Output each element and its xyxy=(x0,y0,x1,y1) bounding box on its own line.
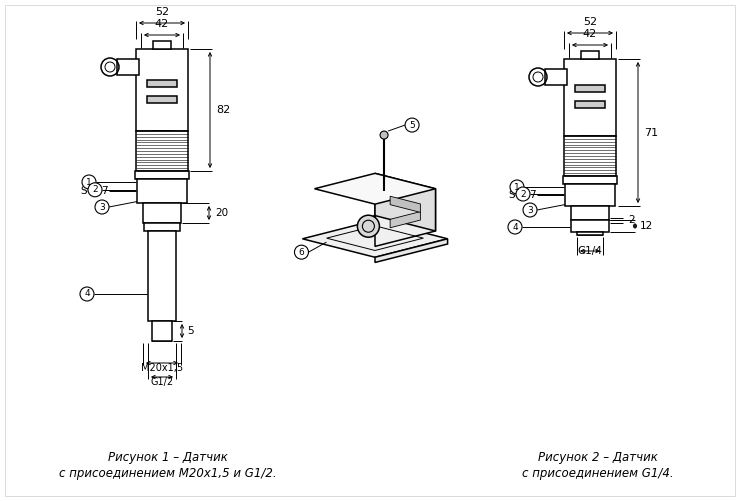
Text: 5: 5 xyxy=(187,326,194,336)
Bar xyxy=(565,184,615,206)
Circle shape xyxy=(510,180,524,194)
Polygon shape xyxy=(369,215,375,230)
Text: 12: 12 xyxy=(640,221,653,231)
Text: 42: 42 xyxy=(155,19,169,29)
Circle shape xyxy=(380,131,388,139)
Circle shape xyxy=(523,203,537,217)
Bar xyxy=(563,176,617,184)
Circle shape xyxy=(88,183,102,197)
Text: 4: 4 xyxy=(84,290,90,299)
Text: S=27: S=27 xyxy=(508,190,537,200)
Text: Рисунок 1 – Датчик: Рисунок 1 – Датчик xyxy=(108,450,228,463)
Text: 52: 52 xyxy=(155,7,169,17)
Bar xyxy=(136,131,188,171)
Text: 2: 2 xyxy=(92,185,98,194)
Text: 1: 1 xyxy=(86,177,92,186)
Bar xyxy=(148,231,176,321)
Text: с присоединением G1/4.: с присоединением G1/4. xyxy=(522,466,674,479)
Text: 3: 3 xyxy=(527,205,533,214)
Text: 2: 2 xyxy=(628,215,635,225)
Bar xyxy=(580,136,600,146)
Bar xyxy=(147,96,177,103)
Bar xyxy=(147,80,177,87)
Text: G1/2: G1/2 xyxy=(150,377,174,387)
Polygon shape xyxy=(375,189,436,246)
Bar xyxy=(152,131,172,141)
Bar xyxy=(571,220,609,232)
Polygon shape xyxy=(375,239,448,263)
Text: 4: 4 xyxy=(512,222,518,231)
Text: 52: 52 xyxy=(583,17,597,27)
Polygon shape xyxy=(375,173,436,231)
Text: G1/4: G1/4 xyxy=(577,246,602,256)
Text: Рисунок 2 – Датчик: Рисунок 2 – Датчик xyxy=(538,450,658,463)
Bar xyxy=(117,59,139,75)
Circle shape xyxy=(508,220,522,234)
Bar xyxy=(135,171,189,179)
Text: 3: 3 xyxy=(99,202,105,211)
Bar xyxy=(152,321,172,341)
Text: 20: 20 xyxy=(215,208,228,218)
Bar xyxy=(577,232,603,235)
Circle shape xyxy=(95,200,109,214)
Polygon shape xyxy=(314,173,436,204)
Bar xyxy=(153,41,171,49)
Text: S=27: S=27 xyxy=(81,186,109,196)
Text: 1: 1 xyxy=(514,182,520,191)
Bar xyxy=(143,203,181,223)
Circle shape xyxy=(80,287,94,301)
Text: с присоединением М20х1,5 и G1/2.: с присоединением М20х1,5 и G1/2. xyxy=(59,466,277,479)
Circle shape xyxy=(295,245,309,259)
Polygon shape xyxy=(303,220,448,258)
Bar xyxy=(136,49,188,131)
Circle shape xyxy=(357,215,380,237)
Polygon shape xyxy=(390,196,420,212)
Circle shape xyxy=(405,118,419,132)
Text: 42: 42 xyxy=(583,29,597,39)
Circle shape xyxy=(82,175,96,189)
Bar xyxy=(581,51,599,59)
Text: 5: 5 xyxy=(409,121,415,130)
Bar xyxy=(137,179,187,203)
Bar xyxy=(575,101,605,108)
Circle shape xyxy=(516,187,530,201)
Text: M20x1,5: M20x1,5 xyxy=(141,363,183,373)
Bar xyxy=(575,85,605,92)
Text: 2: 2 xyxy=(520,189,526,198)
Bar xyxy=(564,136,616,176)
Bar xyxy=(571,206,609,220)
Polygon shape xyxy=(390,211,420,228)
Text: 71: 71 xyxy=(644,127,658,137)
Bar xyxy=(545,69,567,85)
Bar xyxy=(564,59,616,136)
Text: 6: 6 xyxy=(299,247,304,257)
Text: 82: 82 xyxy=(216,105,230,115)
Bar xyxy=(144,223,180,231)
